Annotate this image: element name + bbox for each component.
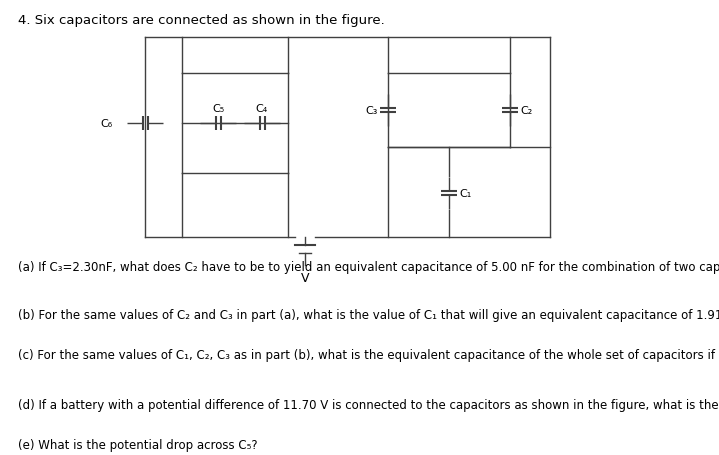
Text: C₆: C₆	[101, 119, 113, 129]
Text: C₅: C₅	[212, 104, 224, 114]
Text: V: V	[301, 271, 309, 284]
Text: C₃: C₃	[366, 106, 378, 116]
Text: C₂: C₂	[520, 106, 532, 116]
Text: (a) If C₃=2.30nF, what does C₂ have to be to yield an equivalent capacitance of : (a) If C₃=2.30nF, what does C₂ have to b…	[18, 260, 719, 273]
Text: 4. Six capacitors are connected as shown in the figure.: 4. Six capacitors are connected as shown…	[18, 14, 385, 27]
Text: (e) What is the potential drop across C₅?: (e) What is the potential drop across C₅…	[18, 438, 257, 451]
Text: (d) If a battery with a potential difference of 11.70 V is connected to the capa: (d) If a battery with a potential differ…	[18, 398, 719, 411]
Text: (b) For the same values of C₂ and C₃ in part (a), what is the value of C₁ that w: (b) For the same values of C₂ and C₃ in …	[18, 308, 719, 321]
Text: C₁: C₁	[459, 188, 471, 198]
Text: C₄: C₄	[256, 104, 268, 114]
Text: (c) For the same values of C₁, C₂, C₃ as in part (b), what is the equivalent cap: (c) For the same values of C₁, C₂, C₃ as…	[18, 348, 719, 361]
